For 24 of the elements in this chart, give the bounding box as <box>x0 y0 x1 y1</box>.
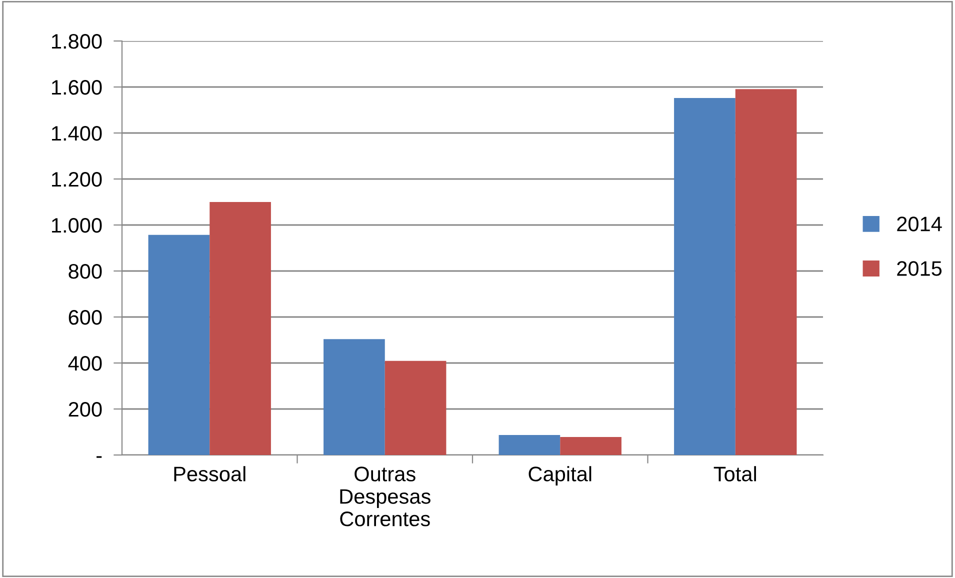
bar <box>735 89 797 455</box>
bar <box>674 98 736 455</box>
y-tick-label: 1.000 <box>52 218 102 233</box>
y-tick-label: 1.800 <box>52 34 102 49</box>
x-tick-label: Pessoal <box>174 466 246 482</box>
x-tick-label: Outras Despesas Correntes <box>340 466 430 526</box>
y-tick-label: 600 <box>68 310 102 325</box>
legend-label: 2015 <box>897 261 942 276</box>
bar <box>498 434 560 455</box>
y-tick-label: - <box>96 456 102 458</box>
y-tick-label: 1.600 <box>52 80 102 95</box>
y-tick-label: 200 <box>68 402 102 417</box>
x-tick-label: Capital <box>528 466 592 486</box>
y-tick-label: 400 <box>68 356 102 371</box>
bar <box>148 234 210 455</box>
bar <box>560 437 622 455</box>
bar <box>210 202 271 455</box>
x-tick-label: Total <box>714 466 756 482</box>
y-tick-label: 1.400 <box>52 126 102 141</box>
legend-label: 2014 <box>897 216 942 232</box>
y-tick-label: 800 <box>68 264 102 279</box>
bar <box>384 360 446 455</box>
y-tick-label: 1.200 <box>52 172 102 187</box>
bar <box>324 339 385 455</box>
